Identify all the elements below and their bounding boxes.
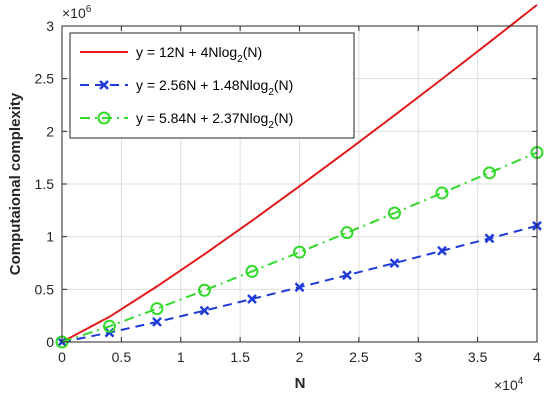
- x-tick-label: 2.5: [349, 349, 369, 365]
- x-tick-label: 2: [296, 349, 304, 365]
- y-tick-label: 1.5: [35, 176, 55, 192]
- x-tick-label: 3: [414, 349, 422, 365]
- x-tick-label: 1: [177, 349, 185, 365]
- y-exponent-label: ×106: [62, 4, 92, 21]
- y-tick-label: 0.5: [35, 281, 55, 297]
- y-exponent-power: 6: [86, 4, 92, 15]
- x-tick-label: 0.5: [112, 349, 132, 365]
- y-exponent-base: ×10: [62, 5, 86, 21]
- series-2-point: [199, 305, 210, 316]
- series-1: [61, 4, 538, 343]
- series-3-point: [103, 319, 116, 333]
- series-2-point: [152, 316, 162, 327]
- legend-label: y = 12N + 4Nlog2(N): [136, 44, 262, 65]
- series-3-point: [150, 302, 164, 316]
- legend-marker: [99, 80, 109, 90]
- series-2-point: [437, 245, 447, 256]
- series-3: [55, 146, 544, 349]
- series-3-line: [61, 151, 538, 343]
- series-2-point: [389, 258, 400, 268]
- series-2-point: [294, 282, 305, 293]
- legend-entry-1: y = 12N + 4Nlog2(N): [80, 44, 262, 65]
- legend-label: y = 5.84N + 2.37Nlog2(N): [136, 110, 293, 131]
- x-exponent-power: 4: [518, 376, 524, 387]
- series-2-point: [342, 270, 352, 281]
- legend-entry-3: y = 5.84N + 2.37Nlog2(N): [80, 110, 293, 131]
- legend-label: y = 2.56N + 1.48Nlog2(N): [136, 77, 293, 98]
- y-tick-label: 3: [46, 18, 54, 34]
- y-tick-label: 2: [46, 123, 54, 139]
- series-3-point: [245, 264, 259, 278]
- x-tick-label: 0: [58, 349, 66, 365]
- legend-marker: [97, 111, 111, 125]
- x-exponent-label: ×104: [494, 376, 524, 393]
- series-3-point: [388, 206, 401, 220]
- series-3-point: [293, 245, 306, 259]
- series-3-point: [483, 166, 496, 180]
- series-layer: [55, 4, 544, 349]
- x-axis-title: N: [295, 375, 306, 392]
- series-2-point: [484, 233, 495, 244]
- x-exponent-base: ×10: [494, 377, 518, 393]
- x-tick-label: 4: [533, 349, 541, 365]
- legend: y = 12N + 4Nlog2(N) y = 2.56N + 1.48Nlog2…: [69, 32, 355, 139]
- series-1-line: [61, 4, 538, 343]
- series-3-point: [340, 226, 354, 240]
- ticks: 0 0.5 1 1.5 2 2.5 3 3.5 4 0 0.5 1 1.5 2 2.5 3: [35, 18, 542, 365]
- series-2-point: [247, 294, 257, 304]
- y-tick-label: 1: [46, 229, 54, 245]
- legend-entry-2: y = 2.56N + 1.48Nlog2(N): [80, 77, 293, 98]
- y-axis-title: Computaional complexity: [7, 92, 24, 275]
- series-3-point: [198, 283, 211, 297]
- series-3-point: [435, 186, 449, 200]
- x-tick-label: 1.5: [230, 349, 250, 365]
- y-tick-label: 2.5: [35, 71, 55, 87]
- y-tick-label: 0: [46, 334, 54, 350]
- x-tick-label: 3.5: [468, 349, 488, 365]
